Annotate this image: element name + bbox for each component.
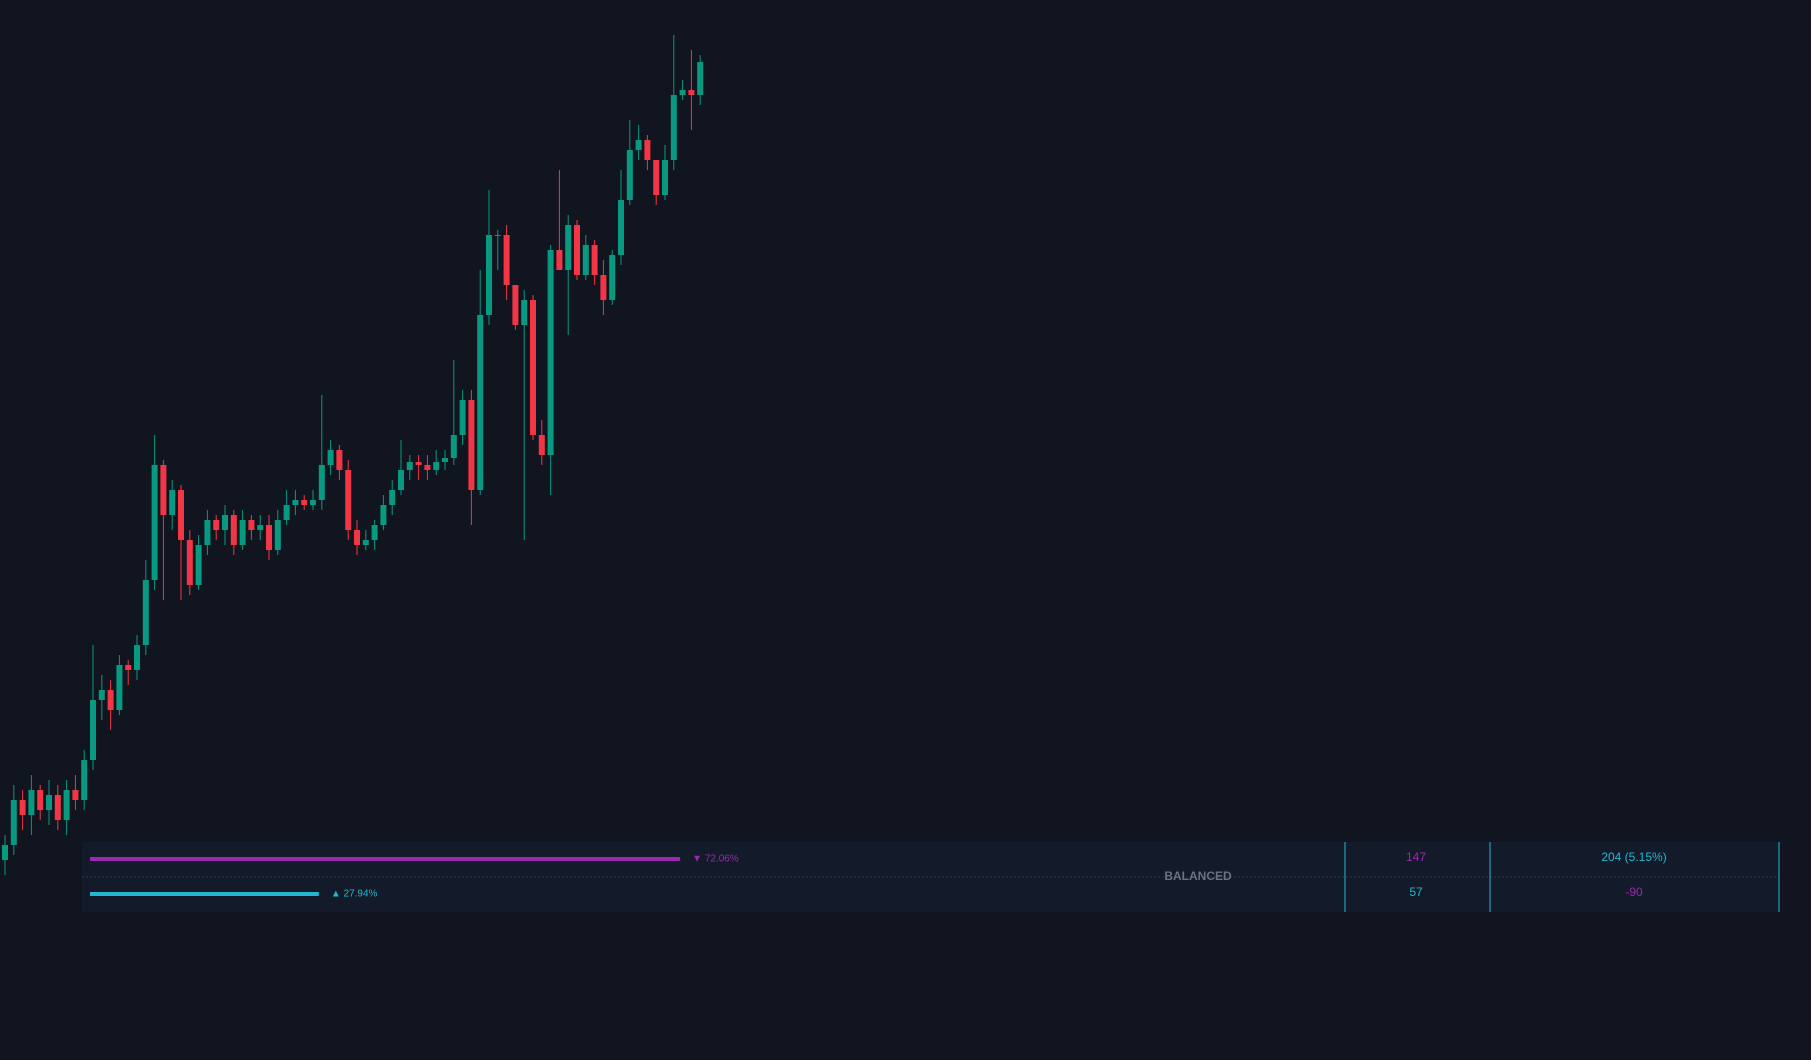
candle-body [274,520,281,550]
candle-body [415,462,422,465]
status-label: BALANCED [1164,869,1232,883]
candle-body [644,140,651,160]
candle-body [46,795,52,810]
panel-cell: 57 [1409,885,1423,899]
candle-body [292,500,299,505]
candle-body [257,525,264,530]
candle-body [424,465,431,470]
candle-body [37,790,44,810]
candle-body [63,790,70,820]
candle-body [521,300,528,325]
candle-body [318,465,325,500]
candle-body [327,450,334,465]
candle-body [151,465,158,580]
ratio-bar [90,857,681,861]
candle-body [204,520,211,545]
candle-body [389,490,396,505]
candle-body [618,200,624,255]
candle-body [125,665,132,670]
candle-body [134,645,140,670]
candle-body [283,505,290,520]
candle-body [459,400,466,435]
candle-body [547,250,554,455]
candle-body [442,458,448,462]
panel-cell: 204 (5.15%) [1601,850,1666,864]
candle-body [354,530,360,545]
candle-body [538,435,545,455]
candle-body [582,245,589,275]
candle-body [98,690,105,700]
candle-body [72,790,79,800]
candle-body [160,465,167,515]
candle-body [512,285,519,325]
candle-body [600,275,607,300]
candle-body [398,470,404,490]
candle-body [653,160,660,195]
candle-body [530,300,536,435]
panel-content: ▼ 72.06% ▲ 27.94% 147 204 (5.15%) 57 -90 [90,850,1667,900]
candle-body [10,800,17,845]
candle-body [503,235,510,285]
candle-body [213,520,220,530]
ratio-bar [90,892,319,896]
candle-body [635,140,642,150]
candle-body [116,665,123,710]
candle-body [2,845,8,860]
candle-body [248,520,255,530]
ratio-label: ▲ 27.94% [331,889,378,900]
candle-body [556,250,563,270]
candle-body [406,462,413,470]
candle-body [494,235,501,236]
candle-body [662,160,668,195]
candle-body [230,515,237,545]
candle-body [178,490,184,540]
candle-body [90,700,96,760]
candle-body [688,90,695,95]
candle-body [186,540,193,585]
panel-cell: -90 [1625,885,1643,899]
candle-body [371,525,378,540]
candle-body [380,505,387,525]
candle-body [468,400,475,490]
candle-body [697,62,704,95]
candle-body [591,245,598,275]
candle-body [169,490,176,515]
candle-body [574,225,580,275]
candle-body [266,525,272,550]
candle-body [54,795,61,820]
candle-body [310,500,316,505]
candle-body [195,545,202,585]
candle-body [28,790,35,815]
candle-body [336,450,343,470]
candle-body [565,225,572,270]
candle-body [345,470,352,530]
candle-body [142,580,149,645]
candle-body [239,520,246,545]
candle-body [107,690,114,710]
candle-body [477,315,484,490]
candle-body [679,90,686,95]
candle-body [486,235,492,315]
ratio-label: ▼ 72.06% [692,854,739,865]
candle-body [301,500,308,505]
candle-body [81,760,88,800]
candle-body [433,462,440,470]
panel-cell: 147 [1406,850,1426,864]
candle-body [670,95,677,160]
candle-body [222,515,228,530]
candle-body [609,255,616,300]
candles [2,35,704,875]
candle-body [626,150,633,200]
candle-body [450,435,457,458]
candle-body [19,800,26,815]
candle-body [362,540,369,545]
